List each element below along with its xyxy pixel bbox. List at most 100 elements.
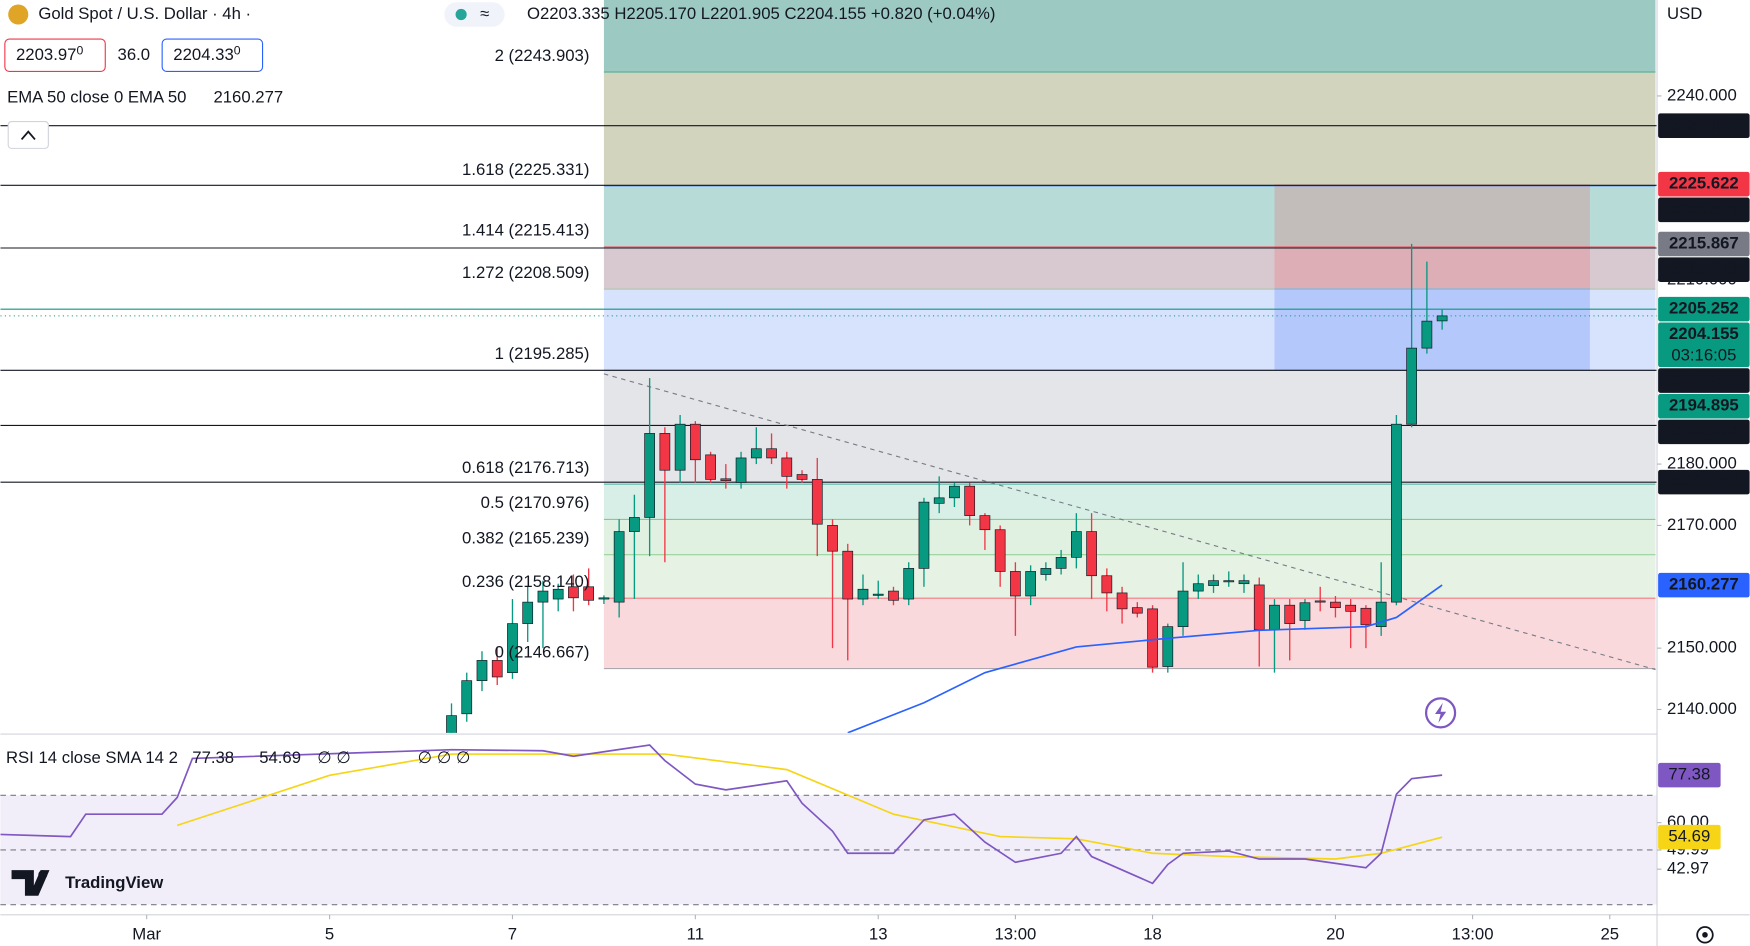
fib-zone bbox=[603, 246, 1656, 290]
candle-body bbox=[659, 433, 671, 471]
price-badge bbox=[1658, 368, 1750, 393]
candle-body bbox=[842, 550, 854, 600]
candle-body bbox=[522, 601, 534, 624]
candle-body bbox=[872, 593, 884, 596]
countdown: 03:16:05 bbox=[1671, 345, 1736, 364]
x-tick-label: 13:00 bbox=[994, 924, 1036, 943]
candle-body bbox=[720, 478, 732, 481]
price-badge bbox=[1658, 113, 1750, 138]
candle-body bbox=[933, 497, 945, 504]
market-status[interactable] bbox=[444, 2, 505, 27]
candle-body bbox=[1086, 531, 1097, 577]
x-tick-label: 20 bbox=[1326, 924, 1345, 943]
price-badge-label: 2160.277 bbox=[1669, 575, 1739, 594]
candle-body bbox=[1131, 607, 1143, 614]
price-badge bbox=[1658, 231, 1750, 257]
fib-label: 0.236 (2158.140) bbox=[462, 572, 589, 591]
symbol-title[interactable]: Gold Spot / U.S. Dollar · 4h · bbox=[38, 4, 251, 23]
rsi-legend[interactable]: RSI 14 close SMA 14 2 bbox=[6, 748, 178, 767]
rsi-badge bbox=[1658, 824, 1721, 850]
candle-body bbox=[689, 423, 701, 461]
candle-body bbox=[1223, 580, 1235, 583]
ask-box[interactable] bbox=[161, 38, 264, 72]
price-badge-label: 2215.867 bbox=[1669, 233, 1739, 252]
price-badge-label: 2186.291 bbox=[1669, 421, 1739, 440]
collapse-button[interactable] bbox=[7, 121, 49, 149]
y-tick-label: 2240.000 bbox=[1667, 85, 1737, 104]
ema-legend-value: 2160.277 bbox=[213, 88, 283, 107]
fib-label: 0 (2146.667) bbox=[495, 642, 590, 661]
status-icon: ≈ bbox=[480, 4, 489, 23]
candle-body bbox=[903, 568, 915, 600]
candle-body bbox=[1391, 423, 1402, 603]
fib-label: 1.272 (2208.509) bbox=[462, 263, 589, 282]
price-badge-label: 2225.428 bbox=[1669, 199, 1739, 218]
ask: 2204.33 bbox=[173, 45, 233, 64]
rsi-badge-label: 77.38 bbox=[1668, 765, 1710, 784]
fib-zone bbox=[603, 554, 1656, 599]
candle-body bbox=[1071, 531, 1082, 558]
price-badge-label: 2225.622 bbox=[1669, 174, 1739, 193]
y-tick-label: 2180.000 bbox=[1667, 453, 1737, 472]
x-tick-label: 13:00 bbox=[1452, 924, 1494, 943]
fib-label: 0.382 (2165.239) bbox=[462, 528, 589, 547]
ema-legend[interactable]: EMA 50 close 0 EMA 50 bbox=[7, 88, 186, 107]
price-badge-label: 2194.895 bbox=[1669, 396, 1739, 415]
fib-label: 0.5 (2170.976) bbox=[481, 493, 590, 512]
fib-zone bbox=[603, 484, 1656, 520]
bid-sup: 0 bbox=[76, 44, 83, 58]
position-zone bbox=[1274, 184, 1590, 288]
ask-sup: 0 bbox=[234, 44, 241, 58]
candle-body bbox=[994, 529, 1006, 572]
fib-zone bbox=[603, 519, 1656, 555]
candle-body bbox=[1314, 600, 1326, 603]
price-badge-label: 2205.252 bbox=[1669, 299, 1739, 318]
rsi-sma-line bbox=[176, 753, 1443, 860]
candle-body bbox=[583, 586, 595, 601]
candle-body bbox=[629, 517, 640, 532]
fib-zone bbox=[603, 289, 1656, 371]
price-badge-label: 2215.219 bbox=[1669, 259, 1739, 278]
currency-box[interactable] bbox=[1659, 0, 1750, 30]
ask-price[interactable]: 2204.330 bbox=[173, 44, 240, 65]
candle-body bbox=[1238, 580, 1250, 585]
candle-body bbox=[888, 590, 899, 601]
settings-icon-core bbox=[1702, 932, 1708, 938]
candle-body bbox=[964, 485, 976, 516]
x-tick-label: 7 bbox=[508, 924, 517, 943]
candle-body bbox=[766, 448, 777, 459]
alert-bolt bbox=[1435, 702, 1447, 723]
ema-line bbox=[847, 584, 1443, 733]
price-badge bbox=[1658, 171, 1750, 197]
candle-body bbox=[781, 457, 793, 477]
candle-body bbox=[476, 660, 488, 681]
settings-icon[interactable] bbox=[1696, 926, 1714, 944]
price-badge bbox=[1658, 393, 1750, 419]
y-tick-label: 2170.000 bbox=[1667, 515, 1737, 534]
candle-body bbox=[1421, 320, 1433, 349]
candle-body bbox=[949, 485, 960, 499]
bid-box[interactable] bbox=[4, 38, 106, 72]
x-tick-label: 5 bbox=[325, 924, 334, 943]
x-tick-label: 13 bbox=[869, 924, 888, 943]
rsi-line bbox=[0, 744, 1443, 885]
logo[interactable]: TradingView bbox=[65, 873, 164, 892]
candle-body bbox=[1360, 607, 1372, 626]
candle-body bbox=[827, 525, 838, 552]
candle-body bbox=[461, 680, 473, 715]
candle-body bbox=[446, 715, 457, 733]
candle-body bbox=[1345, 604, 1357, 612]
price-pane bbox=[0, 0, 1658, 733]
currency[interactable]: USD bbox=[1667, 4, 1702, 23]
candle-body bbox=[1406, 347, 1417, 425]
fib-label: 1.618 (2225.331) bbox=[462, 160, 589, 179]
candle-body bbox=[644, 433, 655, 518]
price-badge bbox=[1658, 419, 1750, 445]
price-badge-label: 2204.155 bbox=[1669, 324, 1739, 343]
candle-body bbox=[857, 588, 869, 600]
bid-price[interactable]: 2203.970 bbox=[16, 44, 83, 65]
status-dot bbox=[455, 8, 467, 21]
candle-body bbox=[1208, 580, 1219, 586]
symbol-icon[interactable] bbox=[8, 4, 29, 25]
